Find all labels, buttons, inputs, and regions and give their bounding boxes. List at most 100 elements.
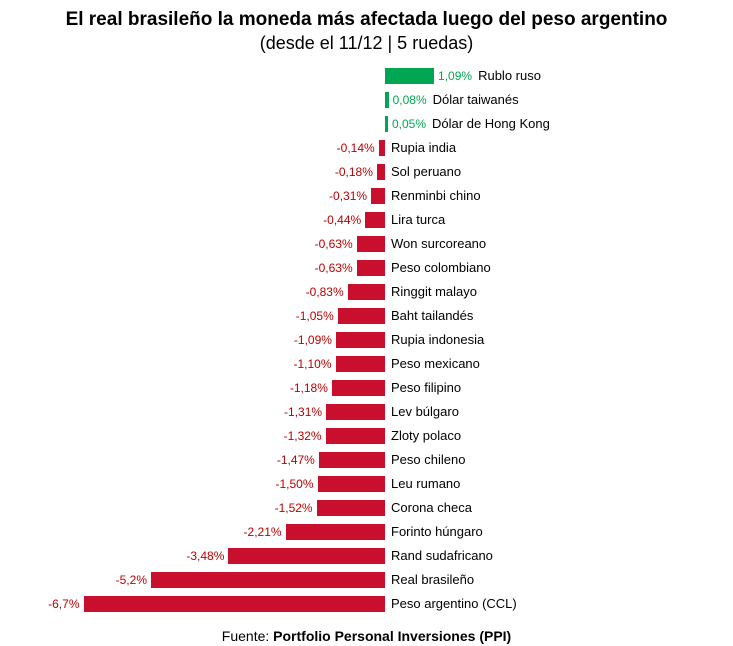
neg-zone: -2,21% xyxy=(10,520,385,544)
bar-label: Rupia indonesia xyxy=(385,332,484,347)
bar-value: -0,83% xyxy=(306,285,348,299)
bar xyxy=(84,596,386,612)
neg-zone: -0,63% xyxy=(10,232,385,256)
bar-value: 0,05% xyxy=(388,117,426,131)
chart-row: -1,31%Lev búlgaro xyxy=(10,400,723,424)
pos-zone: Won surcoreano xyxy=(385,232,723,256)
bar xyxy=(377,164,385,180)
bar-label: Rublo ruso xyxy=(472,68,541,83)
neg-zone: -0,14% xyxy=(10,136,385,160)
neg-zone: -1,32% xyxy=(10,424,385,448)
chart-row: -2,21%Forinto húngaro xyxy=(10,520,723,544)
bar xyxy=(338,308,385,324)
pos-zone: Peso mexicano xyxy=(385,352,723,376)
neg-zone xyxy=(10,112,385,136)
pos-zone: Peso argentino (CCL) xyxy=(385,592,723,616)
chart-row: -3,48% Rand sudafricano xyxy=(10,544,723,568)
bar xyxy=(336,356,386,372)
neg-zone: -0,18% xyxy=(10,160,385,184)
bar xyxy=(357,260,385,276)
bar-label: Peso mexicano xyxy=(385,356,480,371)
bar-value: 0,08% xyxy=(389,93,427,107)
neg-zone: -1,05% xyxy=(10,304,385,328)
neg-zone: -1,10% xyxy=(10,352,385,376)
neg-zone: -1,47% xyxy=(10,448,385,472)
bar-value: -1,09% xyxy=(294,333,336,347)
pos-zone: 0,05%Dólar de Hong Kong xyxy=(385,112,723,136)
neg-zone: -6,7% xyxy=(10,592,385,616)
bar-value: -1,52% xyxy=(275,501,317,515)
bar xyxy=(332,380,385,396)
bar xyxy=(336,332,385,348)
chart-row: -1,32% Zloty polaco xyxy=(10,424,723,448)
bar xyxy=(385,68,434,84)
bar-value: -1,18% xyxy=(290,381,332,395)
chart-row: -1,05% Baht tailandés xyxy=(10,304,723,328)
bar-label: Sol peruano xyxy=(385,164,461,179)
pos-zone: 1,09%Rublo ruso xyxy=(385,64,723,88)
bar-label: Lira turca xyxy=(385,212,445,227)
bar xyxy=(365,212,385,228)
bar xyxy=(326,428,385,444)
chart-source: Fuente: Portfolio Personal Inversiones (… xyxy=(10,628,723,644)
neg-zone: -0,44% xyxy=(10,208,385,232)
bar xyxy=(317,500,385,516)
neg-zone: -0,31% xyxy=(10,184,385,208)
neg-zone: -1,31% xyxy=(10,400,385,424)
bar-label: Peso chileno xyxy=(385,452,465,467)
bar-value: -1,10% xyxy=(293,357,335,371)
pos-zone: Lira turca xyxy=(385,208,723,232)
bar-label: Baht tailandés xyxy=(385,308,473,323)
chart-title: El real brasileño la moneda más afectada… xyxy=(10,8,723,32)
bar xyxy=(357,236,385,252)
bar-value: -1,47% xyxy=(277,453,319,467)
bar-label: Zloty polaco xyxy=(385,428,461,443)
bar-value: -1,50% xyxy=(275,477,317,491)
neg-zone: -1,09% xyxy=(10,328,385,352)
neg-zone: -1,18% xyxy=(10,376,385,400)
chart-subtitle: (desde el 11/12 | 5 ruedas) xyxy=(10,33,723,54)
pos-zone: Forinto húngaro xyxy=(385,520,723,544)
chart-row: -1,10% Peso mexicano xyxy=(10,352,723,376)
chart-row: -5,2%Real brasileño xyxy=(10,568,723,592)
bar xyxy=(326,404,385,420)
bar-value: -0,63% xyxy=(315,261,357,275)
bar xyxy=(371,188,385,204)
bar-label: Forinto húngaro xyxy=(385,524,483,539)
neg-zone xyxy=(10,88,385,112)
pos-zone: Rupia indonesia xyxy=(385,328,723,352)
chart-row: -1,50% Leu rumano xyxy=(10,472,723,496)
bar xyxy=(228,548,385,564)
chart-row: -1,09% Rupia indonesia xyxy=(10,328,723,352)
bar-label: Dólar taiwanés xyxy=(427,92,519,107)
bar-label: Peso filipino xyxy=(385,380,461,395)
pos-zone: Corona checa xyxy=(385,496,723,520)
neg-zone: -5,2% xyxy=(10,568,385,592)
pos-zone: Real brasileño xyxy=(385,568,723,592)
bar xyxy=(151,572,385,588)
pos-zone: Rupia india xyxy=(385,136,723,160)
bar-value: -3,48% xyxy=(186,549,228,563)
bar-label: Lev búlgaro xyxy=(385,404,459,419)
chart-row: -0,63% Won surcoreano xyxy=(10,232,723,256)
bar-label: Rand sudafricano xyxy=(385,548,493,563)
bar-label: Real brasileño xyxy=(385,572,474,587)
bar-value: -0,14% xyxy=(337,141,379,155)
chart-row: -1,18% Peso filipino xyxy=(10,376,723,400)
pos-zone: Zloty polaco xyxy=(385,424,723,448)
bar-label: Renminbi chino xyxy=(385,188,481,203)
pos-zone: Peso filipino xyxy=(385,376,723,400)
chart-row: 1,09%Rublo ruso xyxy=(10,64,723,88)
currency-bar-chart: 1,09%Rublo ruso 0,08%Dólar taiwanés 0,05%D… xyxy=(10,64,723,616)
bar-value: -1,32% xyxy=(284,429,326,443)
chart-row: -1,52% Corona checa xyxy=(10,496,723,520)
pos-zone: Peso chileno xyxy=(385,448,723,472)
bar xyxy=(318,476,386,492)
bar-value: -1,05% xyxy=(296,309,338,323)
pos-zone: Lev búlgaro xyxy=(385,400,723,424)
chart-row: -6,7%Peso argentino (CCL) xyxy=(10,592,723,616)
bar-value: -0,44% xyxy=(323,213,365,227)
bar-label: Leu rumano xyxy=(385,476,460,491)
bar-value: -0,63% xyxy=(315,237,357,251)
pos-zone: Peso colombiano xyxy=(385,256,723,280)
